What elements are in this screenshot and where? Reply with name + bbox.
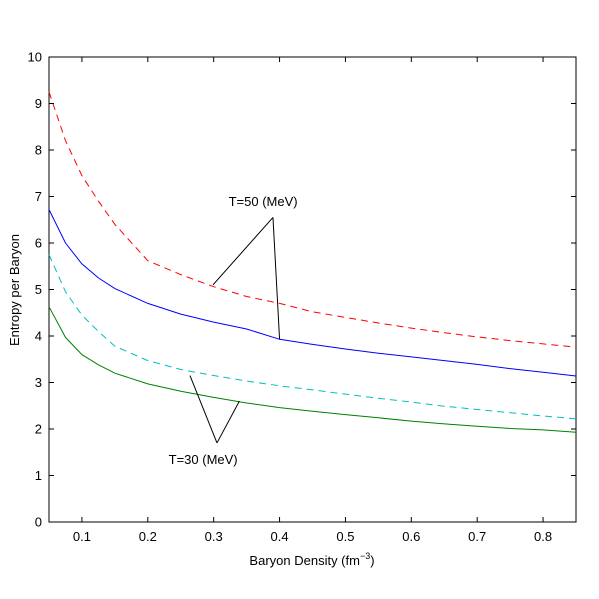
series-line-2 bbox=[48, 209, 577, 377]
annotation-layer: T=50 (MeV) T=30 (MeV) bbox=[169, 194, 298, 467]
y-tick-label: 8 bbox=[35, 143, 42, 158]
annotation-2-label: T=30 (MeV) bbox=[169, 452, 238, 467]
x-tick-label: 0.8 bbox=[534, 529, 552, 544]
series-line-4 bbox=[48, 306, 577, 433]
annotation-2-pointer-2 bbox=[216, 400, 240, 444]
x-tick-label: 0.2 bbox=[139, 529, 157, 544]
series-line-3 bbox=[48, 254, 577, 420]
series-layer bbox=[48, 91, 577, 433]
x-tick-label: 0.3 bbox=[205, 529, 223, 544]
y-tick-label: 0 bbox=[35, 515, 42, 530]
series-line-1 bbox=[48, 91, 577, 348]
annotation-1-pointer-2 bbox=[272, 217, 281, 340]
x-tick-label: 0.6 bbox=[402, 529, 420, 544]
y-tick-label: 10 bbox=[28, 50, 42, 65]
y-tick-label: 4 bbox=[35, 329, 42, 344]
y-tick-label: 9 bbox=[35, 96, 42, 111]
y-tick-label: 1 bbox=[35, 468, 42, 483]
annotation-2-pointer-1 bbox=[189, 375, 218, 444]
annotation-1-pointer-1 bbox=[212, 217, 274, 286]
plot-frame bbox=[48, 56, 577, 523]
y-axis-ticks: 0 1 2 3 4 5 6 7 8 9 10 bbox=[28, 50, 576, 530]
y-axis-label: Entropy per Baryon bbox=[7, 234, 22, 346]
x-axis-ticks: 0.1 0.2 0.3 0.4 0.5 0.6 0.7 0.8 bbox=[73, 57, 552, 544]
x-tick-label: 0.5 bbox=[336, 529, 354, 544]
y-tick-label: 3 bbox=[35, 375, 42, 390]
annotation-1-label: T=50 (MeV) bbox=[229, 194, 298, 209]
x-tick-label: 0.7 bbox=[468, 529, 486, 544]
x-tick-label: 0.4 bbox=[271, 529, 289, 544]
y-tick-label: 5 bbox=[35, 282, 42, 297]
y-tick-label: 6 bbox=[35, 236, 42, 251]
y-tick-label: 7 bbox=[35, 189, 42, 204]
x-tick-label: 0.1 bbox=[73, 529, 91, 544]
x-axis-label: Baryon Density (fm−3) bbox=[249, 551, 374, 568]
y-tick-label: 2 bbox=[35, 422, 42, 437]
